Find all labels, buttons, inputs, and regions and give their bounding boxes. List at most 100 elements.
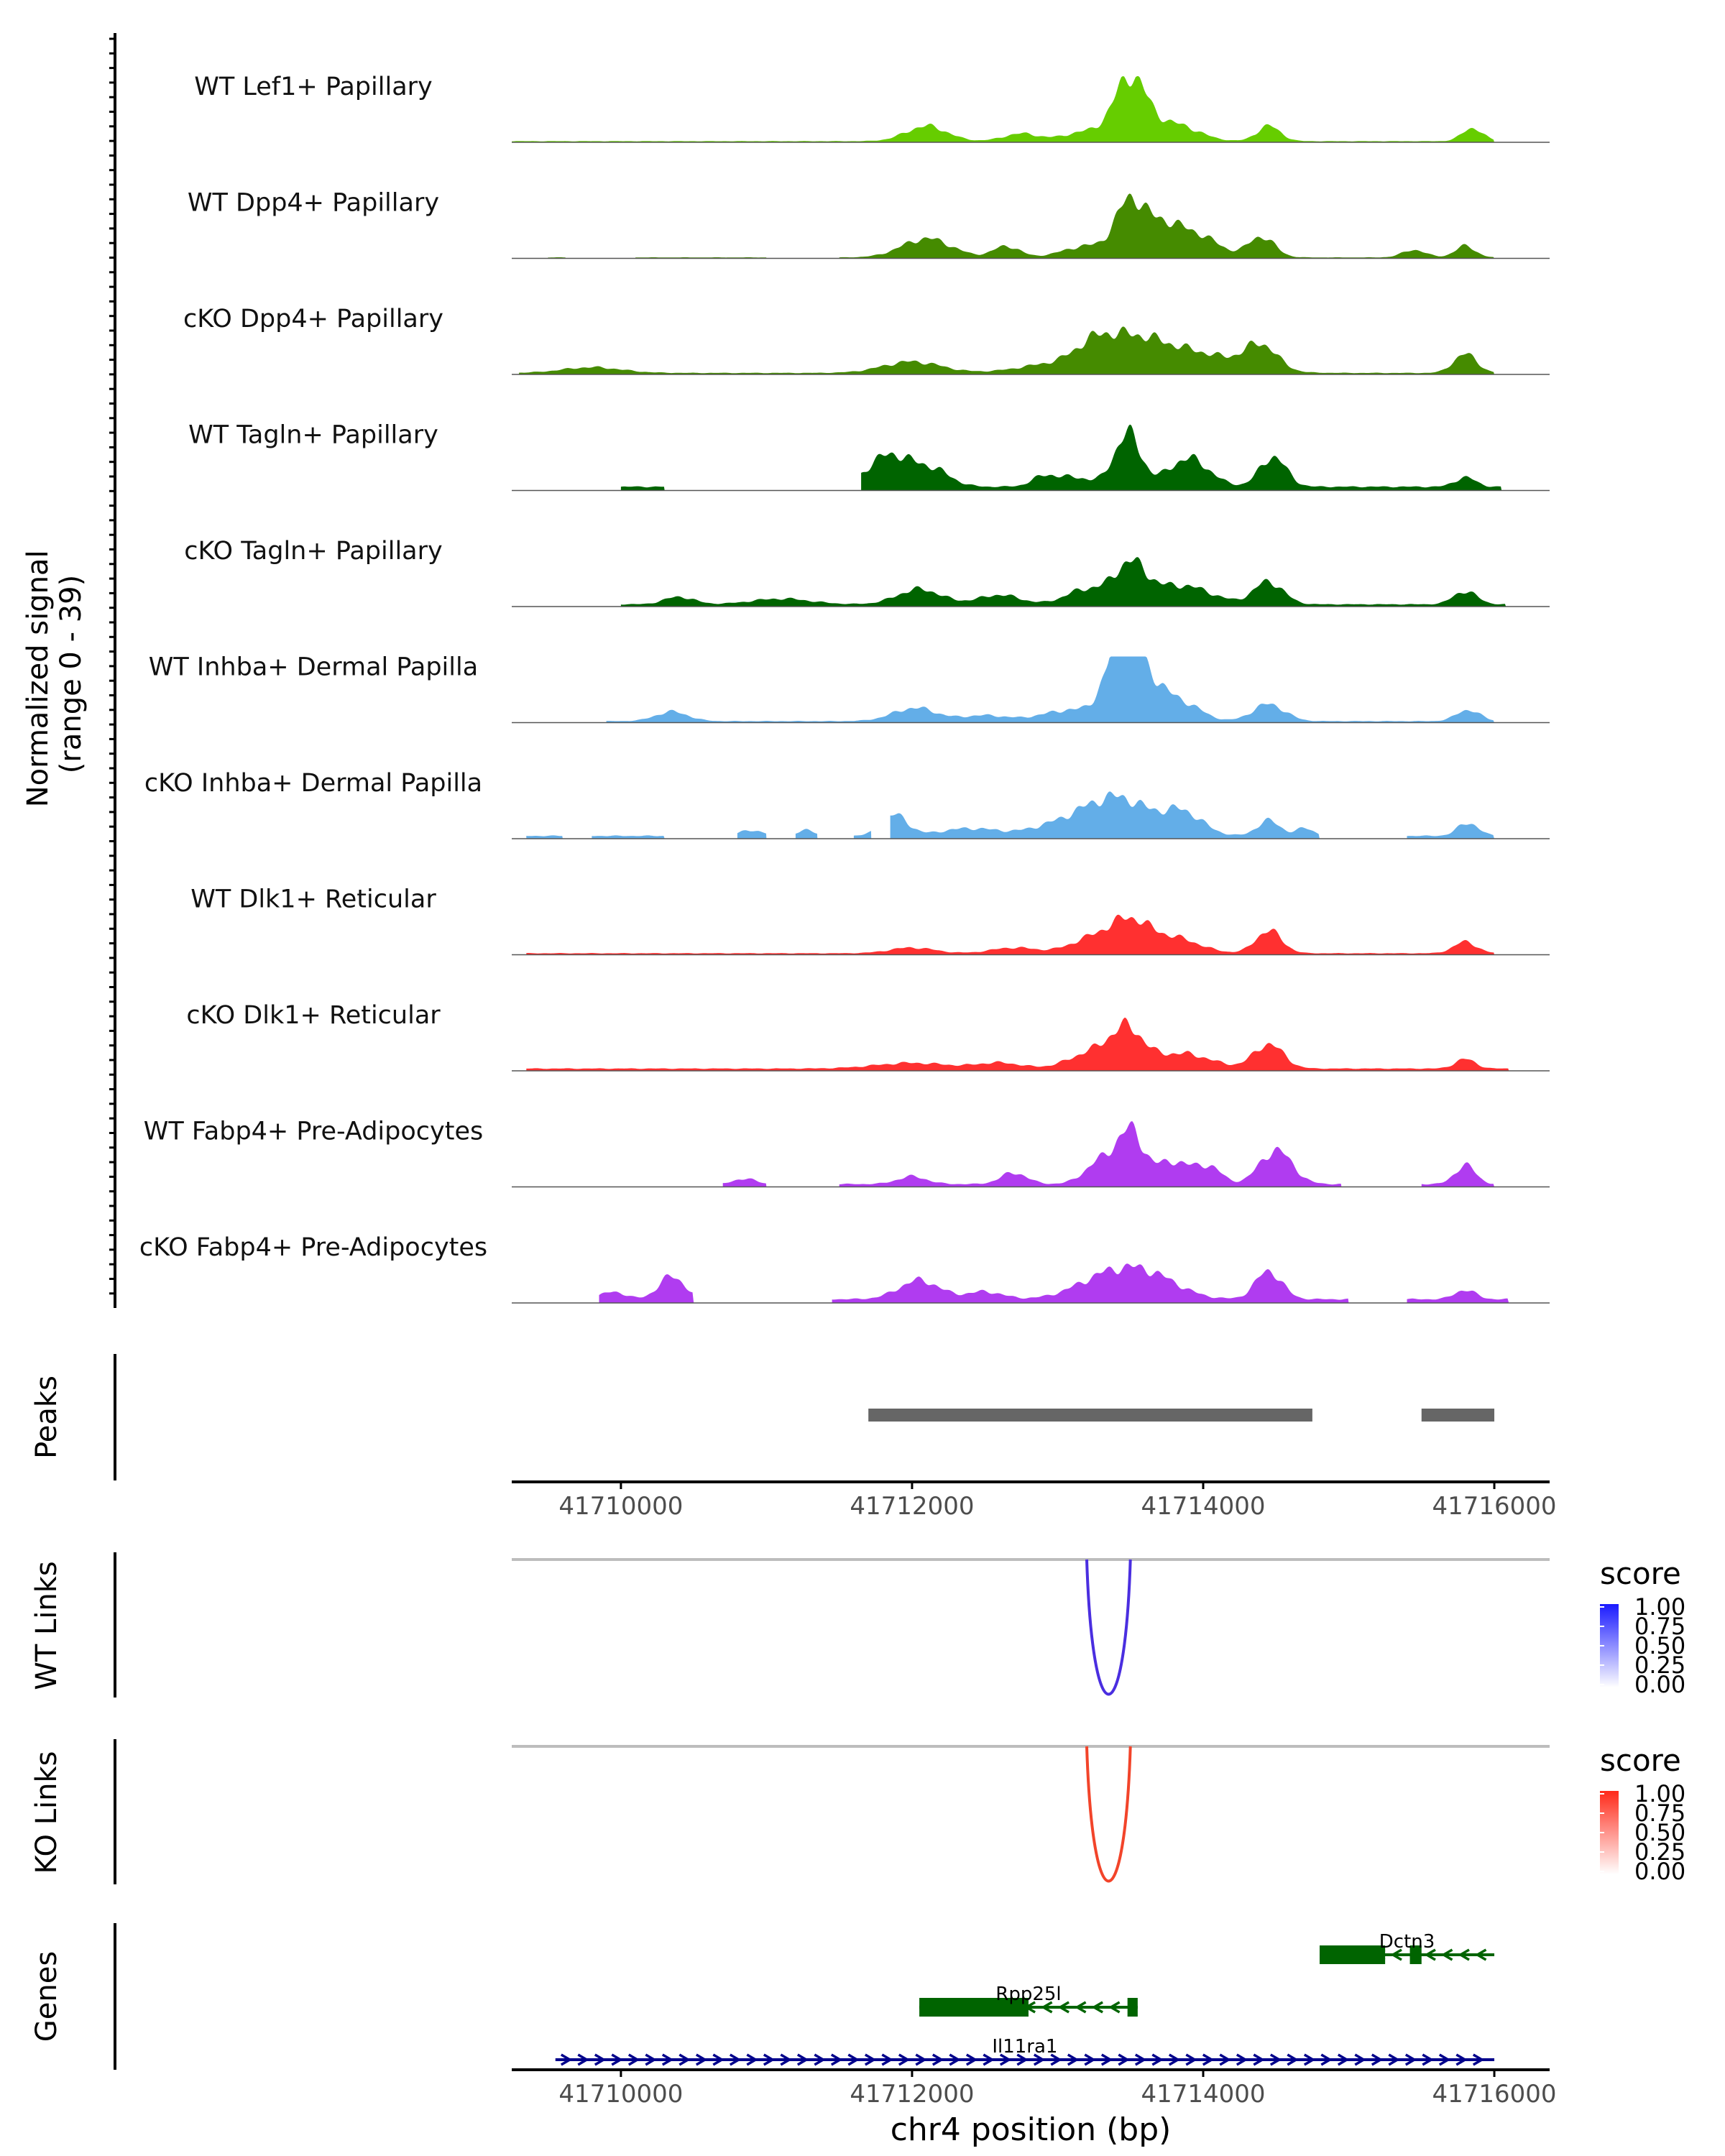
coverage-area xyxy=(839,193,1494,259)
coverage-track-label: cKO Fabp4+ Pre-Adipocytes xyxy=(139,1233,487,1262)
coverage-track: WT Inhba+ Dermal Papilla xyxy=(149,653,1550,724)
gene-strand-arrow xyxy=(712,2053,724,2066)
coverage-area xyxy=(890,791,1320,839)
coverage-track: cKO Inhba+ Dermal Papilla xyxy=(144,769,1550,839)
gene-label: Rpp25l xyxy=(995,1984,1061,2005)
coverage-area xyxy=(592,835,665,839)
gene-strand-arrow xyxy=(1100,2053,1113,2066)
gene-strand-arrow xyxy=(847,2053,860,2066)
coverage-area xyxy=(526,835,563,839)
gene-exon xyxy=(1409,1945,1422,1964)
score-legend-tick-label: 0.00 xyxy=(1634,1858,1685,1885)
gene-strand-arrow xyxy=(999,2053,1012,2066)
gene-strand-arrow xyxy=(1458,1948,1470,1961)
score-legend-tick-label: 0.75 xyxy=(1634,1613,1685,1640)
link-track-label: WT Links xyxy=(30,1561,63,1690)
coverage-track: cKO Fabp4+ Pre-Adipocytes xyxy=(139,1233,1550,1304)
coverage-area xyxy=(1421,1162,1494,1187)
coverage-track-label: cKO Dlk1+ Reticular xyxy=(186,1001,441,1030)
peak-region xyxy=(868,1409,1312,1422)
x-axis-bottom-tick-label: 41716000 xyxy=(1432,2080,1557,2109)
gene-strand-arrow xyxy=(1438,2053,1451,2066)
gene-strand-arrow xyxy=(1354,2053,1366,2066)
coverage-area xyxy=(606,656,1494,723)
gene-strand-arrow xyxy=(746,2053,758,2066)
coverage-track-label: WT Fabp4+ Pre-Adipocytes xyxy=(144,1118,483,1146)
coverage-area xyxy=(526,1018,1509,1071)
x-axis-bottom-tick-label: 41712000 xyxy=(850,2080,974,2109)
coverage-area xyxy=(861,424,1502,491)
coverage-area xyxy=(512,76,1494,142)
gene-strand-arrow xyxy=(1236,2053,1248,2066)
gene-strand-arrow xyxy=(1337,2053,1350,2066)
gene-strand-arrow xyxy=(915,2053,927,2066)
coverage-area xyxy=(519,326,1494,374)
x-axis-label: chr4 position (bp) xyxy=(891,2111,1172,2148)
x-axis-top-tick-label: 41710000 xyxy=(558,1492,683,1521)
gene-exon xyxy=(1127,1998,1138,2017)
gene-strand-arrow xyxy=(1287,2053,1299,2066)
gene-strand-arrow xyxy=(1269,2053,1282,2066)
gene-strand-arrow xyxy=(1219,2053,1231,2066)
y-axis-label-line-2: (range 0 - 39) xyxy=(55,575,88,773)
gene-strand-arrow xyxy=(1118,2053,1130,2066)
coverage-track: WT Tagln+ Papillary xyxy=(188,421,1550,492)
link-arc xyxy=(1085,1746,1132,1883)
coverage-area xyxy=(620,486,665,491)
coverage-track-label: WT Dlk1+ Reticular xyxy=(190,885,436,914)
gene-exon xyxy=(1320,1945,1386,1964)
gene-strand-arrow xyxy=(661,2053,674,2066)
gene-strand-arrow xyxy=(1050,2053,1062,2066)
coverage-area xyxy=(839,1121,1342,1187)
gene-strand-arrow xyxy=(560,2053,573,2066)
gene-strand-arrow xyxy=(577,2053,589,2066)
gene-strand-arrow xyxy=(1455,2053,1468,2066)
coverage-area xyxy=(620,557,1506,607)
gene-label: Dctn3 xyxy=(1379,1931,1435,1953)
gene-strand-arrow xyxy=(645,2053,657,2066)
gene-strand-arrow xyxy=(1134,2053,1147,2066)
gene-strand-arrow xyxy=(695,2053,708,2066)
gene-strand-arrow xyxy=(983,2053,995,2066)
score-legend-tick-label: 0.25 xyxy=(1634,1651,1685,1679)
coverage-track: WT Dlk1+ Reticular xyxy=(190,885,1550,956)
coverage-track-label: cKO Dpp4+ Papillary xyxy=(183,305,443,333)
gene-strand-arrow xyxy=(1091,2001,1103,2014)
score-legend-tick-label: 1.00 xyxy=(1634,1780,1685,1807)
link-arc xyxy=(1085,1559,1132,1696)
genes-track-label: Genes xyxy=(30,1951,63,2042)
coverage-track-label: WT Lef1+ Papillary xyxy=(194,73,433,101)
coverage-track: cKO Dpp4+ Papillary xyxy=(183,305,1550,375)
gene-strand-arrow xyxy=(1185,2053,1197,2066)
coverage-track-label: WT Dpp4+ Papillary xyxy=(188,189,439,218)
gene-strand-arrow xyxy=(1253,2053,1265,2066)
x-axis-bottom-tick-label: 41710000 xyxy=(558,2080,683,2109)
x-axis-top-tick-label: 41716000 xyxy=(1432,1492,1557,1521)
gene-strand-arrow xyxy=(1404,2053,1417,2066)
gene-strand-arrow xyxy=(814,2053,826,2066)
gene-strand-arrow xyxy=(1075,2001,1087,2014)
coverage-area xyxy=(853,831,872,839)
gene-strand-arrow xyxy=(1151,2053,1164,2066)
x-axis-top: 41710000 41712000 41714000 41716000 xyxy=(512,1480,1557,1521)
gene-strand-arrow xyxy=(1108,2001,1121,2014)
coverage-track: WT Lef1+ Papillary xyxy=(194,73,1550,143)
coverage-area xyxy=(1407,824,1494,839)
coverage-track-label: WT Inhba+ Dermal Papilla xyxy=(149,653,478,682)
gene-strand-arrow xyxy=(780,2053,792,2066)
x-axis-top-tick-label: 41714000 xyxy=(1141,1492,1265,1521)
score-legend-tick-label: 0.25 xyxy=(1634,1838,1685,1866)
gene-strand-arrow xyxy=(1033,2053,1046,2066)
score-legend-tick-label: 1.00 xyxy=(1634,1593,1685,1621)
gene-strand-arrow xyxy=(1016,2053,1029,2066)
coverage-area xyxy=(1407,1290,1509,1303)
peak-region xyxy=(1421,1409,1495,1422)
gene-strand-arrow xyxy=(1441,1948,1453,1961)
gene-strand-arrow xyxy=(1067,2053,1080,2066)
gene-strand-arrow xyxy=(1388,2053,1400,2066)
coverage-area xyxy=(795,829,818,839)
score-legend-tick-label: 0.00 xyxy=(1634,1671,1685,1698)
